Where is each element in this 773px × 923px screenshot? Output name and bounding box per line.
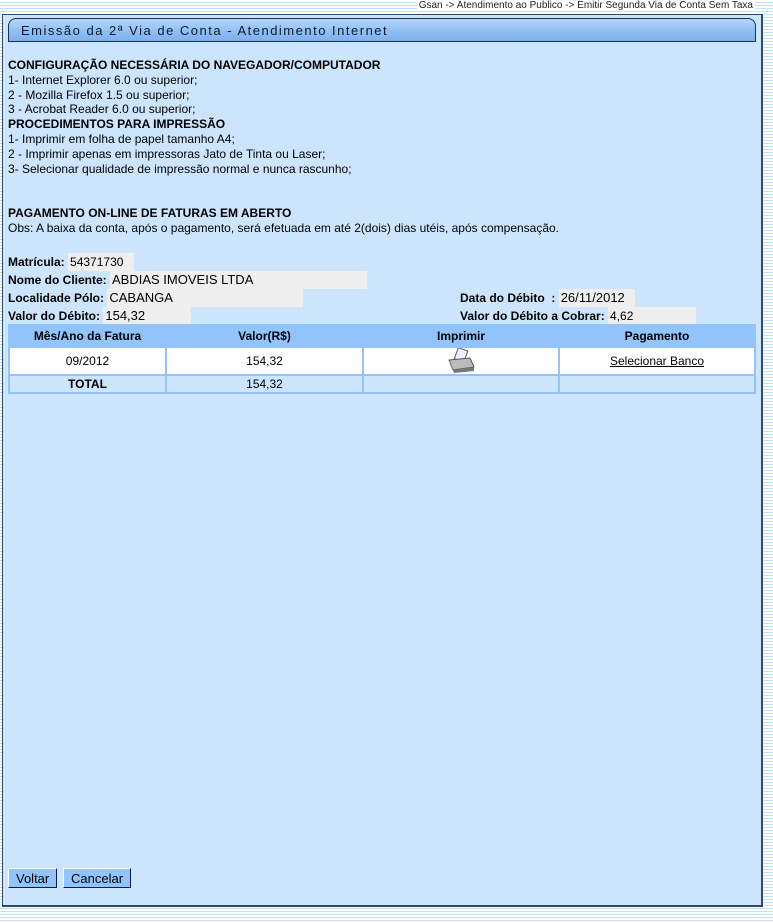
page-title: Emissão da 2ª Via de Conta - Atendimento… [21, 23, 389, 38]
total-empty [558, 374, 756, 394]
table-row: 09/2012 154,32 Selecionar Banco [8, 346, 756, 376]
table-total-row: TOTAL 154,32 [8, 374, 756, 394]
cliente-label: Nome do Cliente: [8, 273, 107, 287]
config-item: 1- Internet Explorer 6.0 ou superior; [8, 72, 198, 87]
col-imprimir: Imprimir [362, 324, 560, 348]
payment-obs: Obs: A baixa da conta, após o pagamento,… [8, 221, 560, 236]
total-empty [362, 374, 560, 394]
col-valor: Valor(R$) [165, 324, 364, 348]
total-label: TOTAL [8, 374, 167, 394]
matricula-label: Matrícula: [8, 255, 65, 269]
total-valor: 154,32 [165, 374, 364, 394]
valor-label: Valor do Débito: [8, 309, 101, 323]
print-item: 3- Selecionar qualidade de impressão nor… [8, 161, 352, 176]
instructions: CONFIGURAÇÃO NECESSÁRIA DO NAVEGADOR/COM… [8, 58, 559, 236]
main-panel: Emissão da 2ª Via de Conta - Atendimento… [2, 14, 763, 907]
faturas-table: Mês/Ano da Fatura Valor(R$) Imprimir Pag… [8, 324, 756, 394]
cell-mes: 09/2012 [8, 346, 167, 376]
cobrar-label: Valor do Débito a Cobrar: [460, 309, 605, 323]
valor-value: 154,32 [103, 307, 192, 325]
cell-imprimir [362, 346, 560, 376]
cliente-value: ABDIAS IMOVEIS LTDA [110, 271, 368, 289]
breadcrumb: Gsan -> Atendimento ao Publico -> Emitir… [416, 0, 755, 11]
selecionar-banco-link[interactable]: Selecionar Banco [609, 354, 705, 368]
config-item: 2 - Mozilla Firefox 1.5 ou superior; [8, 87, 190, 102]
col-pagamento: Pagamento [558, 324, 756, 348]
cell-pagamento: Selecionar Banco [558, 346, 756, 376]
matricula-value: 54371730 [68, 253, 135, 271]
cobrar-value: 4,62 [608, 307, 697, 325]
data-value: 26/11/2012 [558, 289, 635, 307]
localidade-value: CABANGA [107, 289, 304, 307]
payment-heading: PAGAMENTO ON-LINE DE FATURAS EM ABERTO [8, 206, 292, 221]
table-header: Mês/Ano da Fatura Valor(R$) Imprimir Pag… [8, 324, 756, 348]
data-label: Data do Débito : [460, 291, 556, 305]
cell-valor: 154,32 [165, 346, 364, 376]
title-bar: Emissão da 2ª Via de Conta - Atendimento… [8, 18, 756, 42]
print-heading: PROCEDIMENTOS PARA IMPRESSÃO [8, 117, 226, 132]
col-mes: Mês/Ano da Fatura [8, 324, 167, 348]
print-item: 2 - Imprimir apenas em impressoras Jato … [8, 146, 326, 161]
print-item: 1- Imprimir em folha de papel tamanho A4… [8, 131, 235, 146]
cancelar-button[interactable]: Cancelar [63, 868, 132, 888]
voltar-button[interactable]: Voltar [8, 868, 58, 888]
printer-icon[interactable] [446, 347, 476, 374]
config-item: 3 - Acrobat Reader 6.0 ou superior; [8, 102, 196, 117]
localidade-label: Localidade Pólo: [8, 291, 105, 305]
config-heading: CONFIGURAÇÃO NECESSÁRIA DO NAVEGADOR/COM… [8, 58, 381, 72]
